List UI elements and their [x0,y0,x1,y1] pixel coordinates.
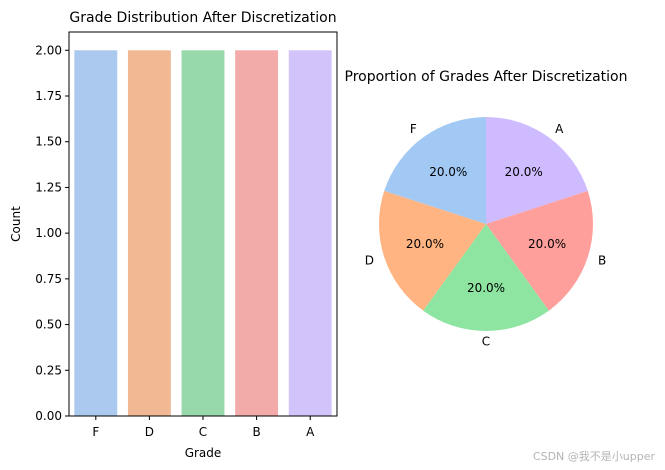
y-axis-ticks: 0.00 0.25 0.50 0.75 1.00 1.25 1.50 1.75 2.00 [35,43,69,423]
pie-chart-title: Proportion of Grades After Discretizatio… [345,69,628,85]
y-tick-label: 1.75 [35,89,62,103]
bar-chart-title: Grade Distribution After Discretization [69,10,336,26]
x-tick-label-B: B [252,425,260,439]
y-tick-label: 0.25 [35,363,62,377]
pie-chart: Proportion of Grades After Discretizatio… [345,69,628,349]
y-tick-label: 0.00 [35,409,62,423]
pie-label-F: F [410,122,417,136]
pie-slices [378,117,593,331]
pie-slice-F [384,117,486,224]
x-tick-label-C: C [199,425,207,439]
bar-A [288,50,332,417]
pie-label-A: A [555,122,564,136]
bar-F [74,50,118,417]
pie-label-B: B [598,253,606,267]
bar-B [235,50,279,417]
y-tick-label: 1.50 [35,135,62,149]
pie-label-C: C [482,335,490,349]
y-tick-label: 1.25 [35,180,62,194]
pie-pct-F: 20.0% [429,165,467,179]
pie-label-D: D [365,253,374,267]
pie-labels: A 20.0% B 20.0% C 20.0% D 20.0% F 20.0% [365,122,606,349]
pie-pct-B: 20.0% [528,237,566,251]
bar-D [127,50,171,417]
pie-pct-A: 20.0% [505,165,543,179]
x-tick-label-D: D [145,425,154,439]
pie-slice-A [486,117,588,224]
pie-slice-C [423,224,549,331]
x-tick-label-F: F [92,425,99,439]
bar-chart: Grade Distribution After Discretization … [9,10,338,460]
x-axis-label: Grade [185,446,222,460]
bar-marks [74,50,332,417]
watermark: CSDN @我不是小upper [533,450,656,463]
plot-frame [68,31,338,417]
pie-pct-D: 20.0% [406,237,444,251]
pie-pct-C: 20.0% [467,281,505,295]
y-tick-label: 0.75 [35,272,62,286]
bar-C [181,50,225,417]
y-axis-label: Count [9,206,23,242]
pie-slice-D [378,190,486,311]
y-tick-label: 1.00 [35,226,62,240]
y-tick-label: 2.00 [35,43,62,57]
pie-slice-B [486,190,593,311]
x-tick-label-A: A [306,425,315,439]
y-tick-label: 0.50 [35,318,62,332]
